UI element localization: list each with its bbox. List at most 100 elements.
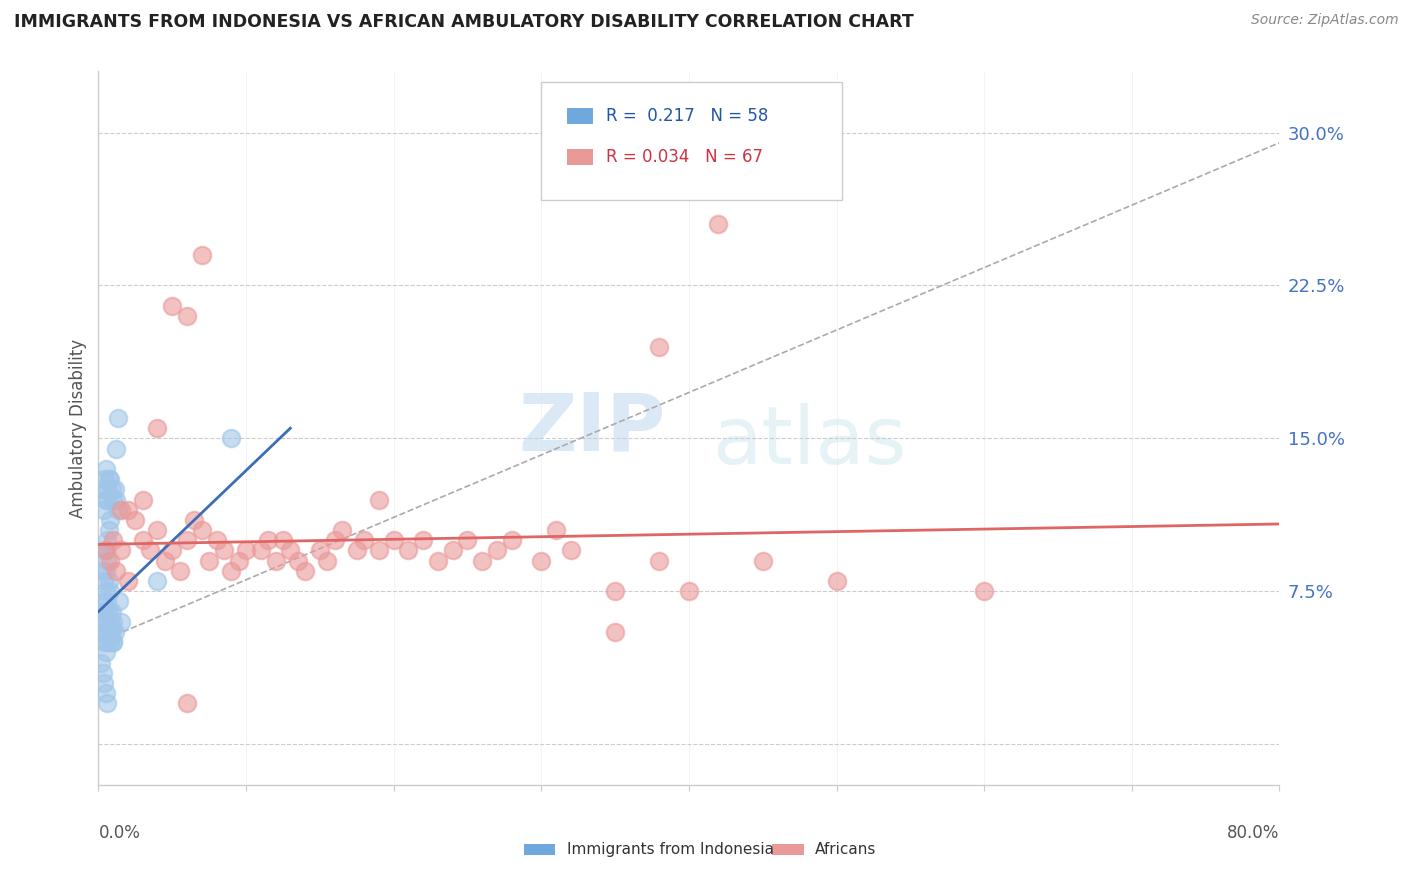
Point — [316, 554, 339, 568]
Point — [228, 554, 250, 568]
Point — [530, 554, 553, 568]
Point — [235, 543, 257, 558]
Point — [91, 615, 114, 629]
Point — [117, 502, 139, 516]
Point — [105, 442, 128, 456]
Point — [368, 543, 391, 558]
Point — [501, 533, 523, 548]
Point — [100, 483, 122, 497]
Point — [139, 543, 162, 558]
Point — [105, 564, 128, 578]
Point — [96, 697, 118, 711]
Point — [162, 543, 183, 558]
Point — [96, 492, 118, 507]
Point — [398, 543, 420, 558]
Point — [191, 523, 214, 537]
FancyBboxPatch shape — [567, 109, 593, 124]
Point — [98, 513, 121, 527]
FancyBboxPatch shape — [523, 844, 555, 855]
Point — [94, 645, 117, 659]
Point — [93, 543, 115, 558]
Point — [648, 340, 671, 354]
Point — [766, 177, 789, 191]
Point — [98, 635, 121, 649]
Point — [96, 594, 118, 608]
Point — [153, 554, 176, 568]
Point — [103, 533, 125, 548]
Point — [96, 533, 118, 548]
Point — [221, 564, 243, 578]
Point — [94, 543, 117, 558]
Text: Africans: Africans — [815, 842, 877, 856]
Point — [176, 697, 198, 711]
Point — [90, 625, 112, 640]
Point — [94, 543, 117, 558]
Point — [264, 554, 287, 568]
Point — [752, 554, 775, 568]
Point — [346, 543, 368, 558]
Point — [250, 543, 273, 558]
Point — [605, 625, 627, 640]
Point — [124, 513, 146, 527]
Point — [287, 554, 309, 568]
Point — [546, 523, 568, 537]
Point — [93, 574, 115, 588]
Point — [110, 543, 132, 558]
Point — [90, 656, 112, 670]
Point — [132, 533, 155, 548]
Point — [486, 543, 509, 558]
Point — [97, 574, 120, 588]
Point — [110, 615, 132, 629]
Point — [91, 483, 114, 497]
Point — [94, 564, 117, 578]
Point — [471, 554, 494, 568]
Point — [104, 483, 127, 497]
Point — [97, 605, 120, 619]
Point — [183, 513, 205, 527]
Point — [91, 665, 114, 680]
Text: ZIP: ZIP — [517, 389, 665, 467]
Point — [94, 462, 117, 476]
Point — [94, 584, 117, 599]
Point — [368, 492, 391, 507]
Point — [97, 625, 120, 640]
Point — [382, 533, 405, 548]
Point — [221, 431, 243, 445]
Text: Source: ZipAtlas.com: Source: ZipAtlas.com — [1251, 13, 1399, 28]
Point — [94, 686, 117, 700]
Point — [146, 523, 169, 537]
Point — [97, 472, 120, 486]
Point — [103, 635, 125, 649]
Text: R =  0.217   N = 58: R = 0.217 N = 58 — [606, 107, 769, 125]
Point — [323, 533, 346, 548]
Point — [100, 625, 122, 640]
Point — [205, 533, 228, 548]
Point — [97, 523, 120, 537]
Point — [91, 564, 114, 578]
Point — [294, 564, 316, 578]
Point — [198, 554, 221, 568]
FancyBboxPatch shape — [772, 844, 803, 855]
Point — [107, 502, 129, 516]
Text: 80.0%: 80.0% — [1227, 824, 1279, 842]
Point — [191, 248, 214, 262]
Point — [98, 554, 121, 568]
FancyBboxPatch shape — [541, 82, 842, 200]
Text: 0.0%: 0.0% — [98, 824, 141, 842]
Point — [93, 676, 115, 690]
Point — [103, 492, 125, 507]
Point — [93, 502, 115, 516]
Point — [98, 615, 121, 629]
Point — [280, 543, 302, 558]
Point — [96, 483, 118, 497]
Point — [93, 472, 115, 486]
Point — [271, 533, 294, 548]
Point — [146, 574, 169, 588]
Point — [648, 554, 671, 568]
Point — [257, 533, 280, 548]
Point — [330, 523, 353, 537]
Point — [94, 625, 117, 640]
Point — [427, 554, 450, 568]
Point — [353, 533, 375, 548]
Point — [103, 635, 125, 649]
